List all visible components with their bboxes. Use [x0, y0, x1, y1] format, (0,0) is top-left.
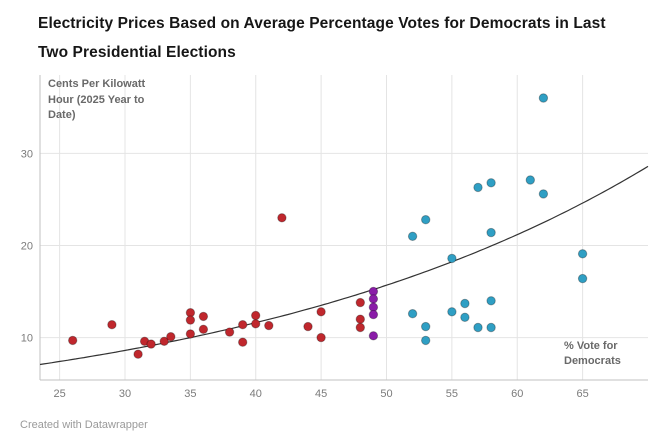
chart-title: Electricity Prices Based on Average Perc… [38, 15, 606, 61]
scatter-point-high-democrat-vote [447, 307, 457, 317]
scatter-point-low-democrat-vote [316, 333, 326, 343]
y-tick-label: 10 [21, 333, 33, 345]
scatter-point-high-democrat-vote [407, 231, 418, 242]
scatter-point-low-democrat-vote [198, 312, 209, 322]
scatter-point-high-democrat-vote [421, 336, 431, 346]
x-tick-label: 55 [446, 388, 458, 400]
scatter-point-high-democrat-vote [486, 228, 496, 238]
scatter-point-low-democrat-vote [224, 327, 235, 338]
x-tick-label: 50 [380, 388, 392, 400]
scatter-point-high-democrat-vote [447, 254, 457, 264]
scatter-point-high-democrat-vote [538, 93, 549, 104]
scatter-point-high-democrat-vote [421, 322, 431, 332]
y-axis-label: Cents Per Kilowatt Hour (2025 Year to Da… [48, 78, 146, 122]
scatter-point-high-democrat-vote [421, 215, 431, 225]
scatter-plot: 25 30 35 40 45 50 55 60 65 10 20 30 Cents Per Kilow… [12, 71, 660, 409]
x-tick-label: 25 [53, 388, 65, 400]
scatter-point-high-democrat-vote [486, 323, 496, 333]
scatter-point-high-democrat-vote [486, 178, 496, 188]
scatter-point-low-democrat-vote [355, 323, 365, 333]
scatter-point-low-democrat-vote [185, 315, 196, 326]
x-tick-label: 30 [119, 388, 131, 400]
x-axis-label: % Vote for Democrats [564, 339, 621, 367]
x-tick-label: 60 [511, 388, 523, 400]
scatter-point-high-democrat-vote [538, 189, 549, 199]
scatter-point-low-democrat-vote [355, 314, 365, 325]
scatter-point-high-democrat-vote [473, 323, 483, 333]
scatter-point-low-democrat-vote [277, 213, 287, 223]
x-tick-label: 40 [250, 388, 262, 400]
scatter-point-swing-vote [368, 331, 379, 341]
scatter-point-low-democrat-vote [185, 329, 196, 339]
scatter-canvas: 25 30 35 40 45 50 55 60 65 10 20 30 [21, 75, 649, 400]
scatter-point-low-democrat-vote [316, 307, 326, 317]
scatter-point-low-democrat-vote [251, 311, 261, 321]
trend-line [39, 166, 649, 366]
scatter-point-low-democrat-vote [251, 319, 261, 329]
scatter-point-high-democrat-vote [460, 299, 470, 309]
scatter-point-high-democrat-vote [486, 296, 496, 306]
x-tick-label: 35 [184, 388, 196, 400]
scatter-point-swing-vote [368, 310, 379, 320]
scatter-point-low-democrat-vote [166, 332, 176, 342]
y-tick-label: 20 [21, 241, 33, 253]
scatter-point-low-democrat-vote [355, 298, 365, 308]
scatter-point-low-democrat-vote [238, 337, 248, 348]
attribution: Created with Datawrapper [20, 419, 148, 432]
scatter-point-low-democrat-vote [146, 339, 156, 350]
scatter-point-high-democrat-vote [407, 309, 418, 319]
y-tick-label: 30 [21, 149, 33, 161]
scatter-point-low-democrat-vote [68, 336, 78, 346]
scatter-point-low-democrat-vote [133, 349, 143, 360]
scatter-point-high-democrat-vote [577, 249, 588, 259]
scatter-point-high-democrat-vote [577, 274, 588, 284]
scatter-point-low-democrat-vote [238, 320, 248, 330]
x-tick-label: 65 [576, 388, 588, 400]
scatter-point-high-democrat-vote [525, 175, 535, 186]
scatter-point-low-democrat-vote [264, 321, 274, 331]
scatter-point-low-democrat-vote [303, 322, 313, 332]
scatter-point-high-democrat-vote [473, 183, 483, 193]
scatter-point-high-democrat-vote [460, 312, 470, 323]
scatter-point-swing-vote [368, 294, 379, 304]
x-tick-label: 45 [315, 388, 327, 400]
scatter-point-low-democrat-vote [198, 324, 209, 335]
scatter-point-low-democrat-vote [159, 336, 169, 347]
scatter-point-low-democrat-vote [107, 320, 117, 330]
